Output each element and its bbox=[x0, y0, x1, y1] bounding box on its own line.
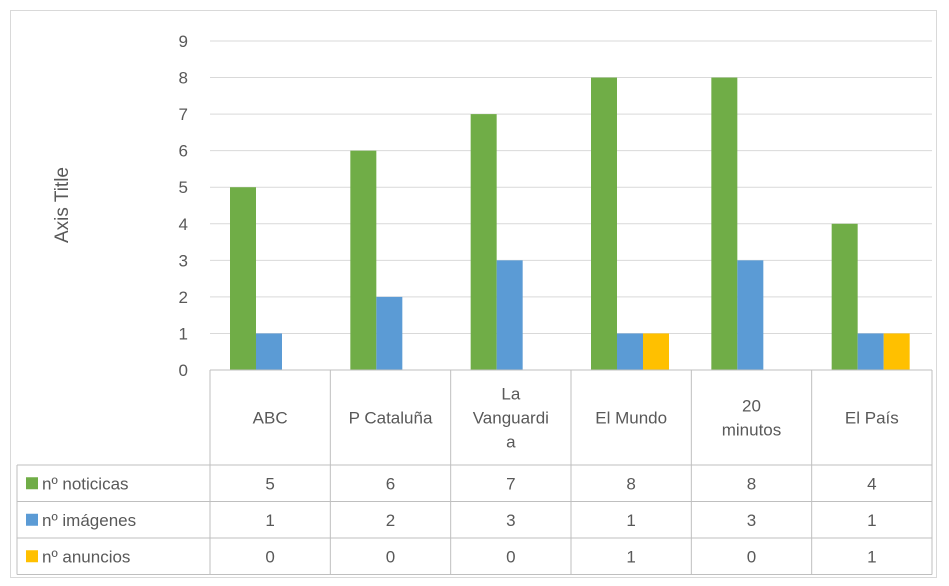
table-value: 0 bbox=[506, 547, 515, 566]
bar bbox=[230, 187, 256, 370]
table-value: 0 bbox=[265, 547, 274, 566]
y-tick-label: 4 bbox=[179, 215, 188, 234]
bar bbox=[643, 333, 669, 370]
table-value: 0 bbox=[386, 547, 395, 566]
category-label: a bbox=[506, 433, 516, 452]
category-label: minutos bbox=[722, 421, 782, 440]
table-value: 1 bbox=[626, 547, 635, 566]
y-axis-title: Axis Title bbox=[52, 167, 73, 243]
category-label: ABC bbox=[253, 409, 288, 428]
bar bbox=[617, 333, 643, 370]
table-value: 1 bbox=[867, 547, 876, 566]
y-tick-label: 7 bbox=[179, 105, 188, 124]
category-label: Vanguardi bbox=[473, 409, 549, 428]
category-label: El Mundo bbox=[595, 409, 667, 428]
table-value: 1 bbox=[867, 511, 876, 530]
table-value: 1 bbox=[265, 511, 274, 530]
legend-key bbox=[26, 513, 38, 526]
category-label: La bbox=[501, 385, 520, 404]
bar bbox=[470, 114, 497, 370]
bar bbox=[883, 333, 910, 370]
category-label: El País bbox=[845, 409, 899, 428]
bar bbox=[350, 150, 377, 370]
legend-key bbox=[26, 550, 38, 563]
series-name: nº noticicas bbox=[42, 474, 129, 493]
category-label: 20 bbox=[742, 397, 761, 416]
table-value: 3 bbox=[747, 511, 756, 530]
table-value: 3 bbox=[506, 511, 515, 530]
y-tick-label: 2 bbox=[179, 288, 188, 307]
bar bbox=[376, 296, 403, 370]
table-value: 8 bbox=[747, 474, 756, 493]
legend-key bbox=[26, 477, 38, 490]
y-tick-label: 8 bbox=[179, 69, 188, 88]
table-value: 7 bbox=[506, 474, 515, 493]
category-label: P Cataluña bbox=[349, 409, 433, 428]
y-tick-label: 0 bbox=[179, 361, 188, 380]
y-tick-label: 1 bbox=[179, 324, 188, 343]
table-value: 4 bbox=[867, 474, 876, 493]
table-value: 0 bbox=[747, 547, 756, 566]
table-value: 6 bbox=[386, 474, 395, 493]
table-value: 8 bbox=[626, 474, 635, 493]
bar bbox=[711, 77, 738, 371]
series-name: nº anuncios bbox=[42, 547, 130, 566]
bar bbox=[737, 260, 764, 370]
bar bbox=[496, 260, 523, 370]
series-name: nº imágenes bbox=[42, 511, 136, 530]
table-value: 5 bbox=[265, 474, 274, 493]
bar bbox=[591, 77, 617, 371]
y-tick-label: 9 bbox=[179, 32, 188, 51]
bar bbox=[857, 333, 884, 370]
y-tick-label: 3 bbox=[179, 251, 188, 270]
table-value: 2 bbox=[386, 511, 395, 530]
bar bbox=[831, 223, 858, 370]
bar bbox=[256, 333, 282, 370]
y-tick-label: 5 bbox=[179, 178, 188, 197]
y-tick-label: 6 bbox=[179, 142, 188, 161]
table-value: 1 bbox=[626, 511, 635, 530]
